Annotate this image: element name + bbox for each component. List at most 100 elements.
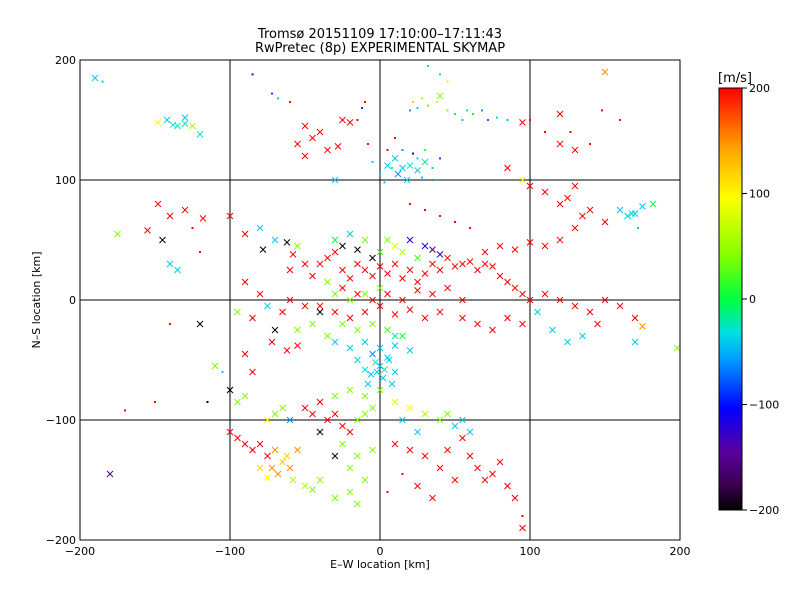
- data-point-cross: [271, 410, 279, 418]
- data-point-cross: [571, 302, 579, 310]
- data-point-cross: [241, 392, 249, 400]
- data-point-dot: [446, 80, 449, 83]
- data-point-cross: [376, 248, 384, 256]
- data-point-cross: [354, 416, 361, 424]
- data-point-cross: [324, 416, 331, 424]
- data-point-cross: [579, 332, 586, 340]
- data-point-cross: [331, 176, 339, 184]
- data-point-cross: [241, 440, 249, 448]
- data-point-cross: [414, 278, 421, 286]
- data-point-dot: [506, 119, 509, 121]
- data-point-cross: [294, 342, 301, 349]
- data-point-dot: [424, 209, 426, 211]
- data-point-cross: [649, 200, 657, 208]
- y-tick-label: 100: [55, 174, 76, 187]
- x-tick-label: 200: [670, 545, 691, 558]
- data-point-dot: [421, 176, 423, 179]
- data-point-cross: [289, 476, 297, 484]
- grid-lines: [80, 60, 680, 540]
- data-point-cross: [673, 344, 680, 352]
- data-point-cross: [399, 248, 406, 256]
- data-point-cross: [504, 164, 511, 172]
- data-point-cross: [444, 446, 451, 454]
- data-point-cross: [451, 422, 459, 430]
- data-point-cross: [444, 254, 451, 262]
- data-point-cross: [504, 314, 511, 322]
- data-point-cross: [324, 278, 331, 286]
- data-point-cross: [601, 218, 609, 226]
- data-point-cross: [361, 290, 369, 298]
- data-point-cross: [361, 476, 369, 484]
- data-point-cross: [421, 452, 429, 460]
- data-point-cross: [264, 416, 271, 424]
- colorbar-tick-label: 0: [749, 293, 756, 306]
- data-point-dot: [481, 109, 483, 112]
- data-point-cross: [399, 416, 406, 424]
- data-point-dot: [221, 371, 224, 373]
- data-point-cross: [226, 428, 234, 436]
- data-point-cross: [331, 308, 339, 316]
- data-point-cross: [519, 176, 526, 184]
- data-point-cross: [394, 170, 402, 178]
- data-point-cross: [391, 311, 399, 318]
- data-point-cross: [294, 446, 301, 454]
- data-point-cross: [601, 296, 609, 304]
- data-point-cross: [154, 119, 162, 126]
- data-point-cross: [279, 404, 286, 412]
- data-point-cross: [196, 131, 204, 138]
- data-point-cross: [406, 347, 414, 354]
- data-point-dot: [251, 73, 254, 76]
- data-point-dot: [101, 80, 104, 83]
- data-point-dot: [412, 101, 414, 103]
- data-point-cross: [301, 482, 309, 490]
- data-point-cross: [316, 398, 324, 406]
- colorbar-label: [m/s]: [718, 71, 752, 86]
- x-axis: −200 −100 0 100 200: [65, 60, 691, 558]
- data-point-cross: [339, 284, 346, 292]
- data-point-cross: [234, 308, 241, 316]
- data-point-cross: [301, 152, 309, 160]
- data-point-dot: [416, 157, 419, 160]
- data-point-cross: [511, 246, 519, 253]
- data-point-cross: [421, 270, 429, 277]
- data-point-cross: [174, 266, 181, 274]
- data-point-dot: [569, 131, 572, 133]
- data-point-dot: [424, 149, 426, 151]
- data-point-cross: [181, 120, 189, 127]
- data-point-dot: [199, 251, 201, 253]
- data-point-cross: [406, 404, 414, 412]
- data-point-cross: [459, 296, 466, 304]
- data-point-cross: [628, 210, 636, 217]
- data-point-cross: [381, 366, 388, 373]
- data-point-dot: [271, 92, 273, 95]
- data-point-cross: [249, 446, 256, 454]
- data-point-cross: [294, 140, 301, 148]
- data-point-cross: [369, 272, 376, 280]
- data-point-dot: [421, 97, 423, 100]
- data-point-cross: [379, 374, 387, 382]
- data-point-cross: [384, 162, 391, 169]
- data-point-cross: [519, 119, 526, 126]
- data-point-dot: [529, 119, 531, 121]
- data-point-cross: [346, 464, 354, 472]
- data-point-cross: [114, 230, 121, 238]
- data-point-cross: [331, 248, 339, 256]
- data-point-cross: [459, 416, 466, 424]
- data-point-cross: [406, 446, 414, 454]
- data-point-dot: [289, 101, 291, 103]
- data-point-cross: [406, 306, 414, 313]
- data-point-dot: [439, 215, 441, 217]
- data-point-cross: [256, 224, 264, 232]
- data-point-cross: [169, 121, 177, 129]
- data-point-cross: [519, 320, 526, 328]
- data-point-cross: [399, 164, 406, 172]
- data-point-cross: [481, 476, 489, 484]
- data-point-cross: [361, 266, 369, 274]
- data-point-cross: [309, 320, 316, 328]
- data-point-dot: [436, 179, 438, 181]
- data-point-cross: [316, 302, 324, 310]
- data-point-cross: [264, 474, 271, 481]
- data-point-cross: [385, 356, 393, 364]
- data-point-cross: [369, 404, 376, 412]
